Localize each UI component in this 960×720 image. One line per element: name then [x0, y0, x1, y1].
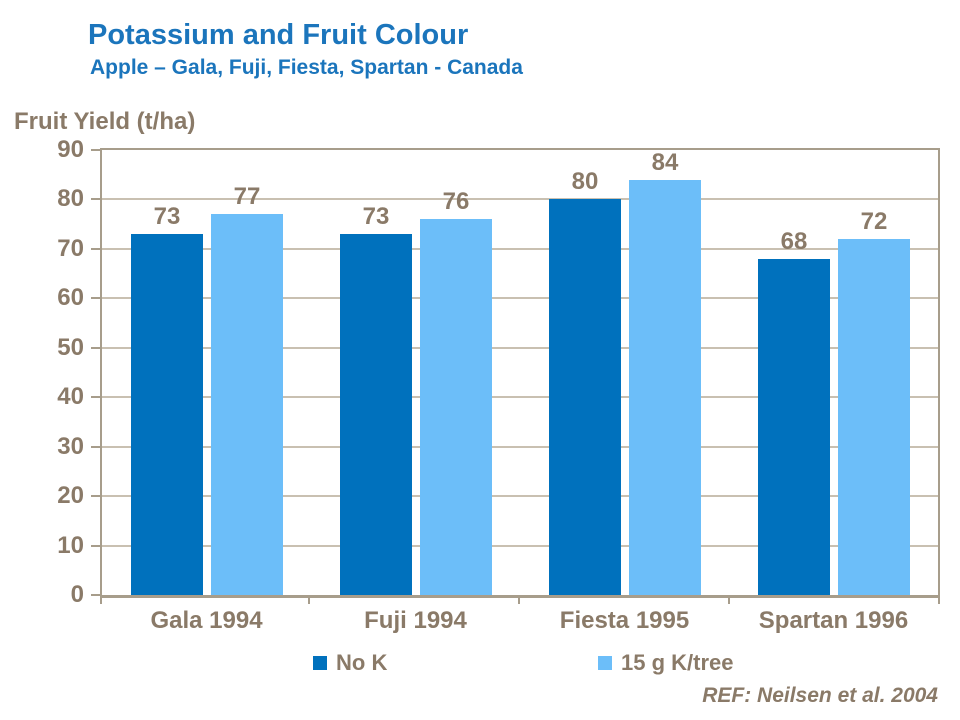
gridline: [102, 248, 938, 250]
bar-15-g-k-tree-fuji-1994: [420, 219, 492, 595]
y-tick-mark: [91, 446, 100, 448]
bar-value-label: 72: [860, 208, 888, 235]
y-axis-title: Fruit Yield (t/ha): [14, 108, 196, 135]
gridline: [102, 198, 938, 200]
y-tick-label: 70: [57, 235, 84, 262]
y-axis-tick-marks: [91, 149, 100, 596]
x-tick-mark: [100, 598, 102, 604]
y-tick-label: 80: [57, 185, 84, 212]
gridline: [102, 297, 938, 299]
bar-value-label: 68: [780, 228, 808, 255]
y-tick-label: 0: [70, 581, 84, 608]
y-tick-label: 90: [57, 136, 84, 163]
legend-item-no-k: No K: [313, 650, 387, 676]
category-label: Gala 1994: [150, 607, 263, 634]
bars-layer: 73 77 73 76 80 84 68 72: [102, 150, 938, 595]
y-tick-label: 30: [57, 433, 84, 460]
bar-15-g-k-tree-spartan-1996: [838, 239, 910, 595]
gridline: [102, 446, 938, 448]
bar-value-label: 73: [362, 203, 390, 230]
y-tick-mark: [91, 297, 100, 299]
y-tick-mark: [91, 347, 100, 349]
bar-value-label: 73: [153, 203, 181, 230]
y-tick-mark: [91, 198, 100, 200]
gridline: [102, 545, 938, 547]
bar-value-label: 76: [442, 188, 470, 215]
x-tick-mark: [518, 598, 520, 604]
legend-item-15g-k-tree: 15 g K/tree: [598, 650, 734, 676]
category-label: Fiesta 1995: [559, 607, 690, 634]
category-label: Fuji 1994: [364, 607, 467, 634]
bar-value-label: 84: [651, 149, 679, 176]
y-tick-mark: [91, 248, 100, 250]
bar-no-k-fuji-1994: [340, 234, 412, 595]
y-tick-label: 10: [57, 532, 84, 559]
category-label: Spartan 1996: [758, 607, 909, 634]
chart-subtitle: Apple – Gala, Fuji, Fiesta, Spartan - Ca…: [90, 56, 523, 79]
x-tick-mark: [308, 598, 310, 604]
legend-swatch-15g-k-tree-icon: [598, 656, 612, 670]
gridline: [102, 396, 938, 398]
bar-no-k-fiesta-1995: [549, 199, 621, 595]
x-tick-mark: [938, 598, 940, 604]
gridline: [102, 495, 938, 497]
y-tick-mark: [91, 594, 100, 596]
legend-label-15g-k-tree: 15 g K/tree: [621, 650, 734, 675]
legend-label-no-k: No K: [336, 650, 388, 675]
legend-swatch-no-k-icon: [313, 656, 327, 670]
x-axis-category-labels: Gala 1994 Fuji 1994 Fiesta 1995 Spartan 199…: [100, 607, 940, 635]
y-tick-mark: [91, 545, 100, 547]
gridline: [102, 347, 938, 349]
plot-area: 73 77 73 76 80 84 68 72: [100, 148, 940, 598]
bar-no-k-spartan-1996: [758, 259, 830, 595]
y-tick-mark: [91, 396, 100, 398]
reference-citation: REF: Neilsen et al. 2004: [702, 684, 938, 707]
x-tick-mark: [728, 598, 730, 604]
bar-value-label: 77: [233, 183, 261, 210]
bar-15-g-k-tree-gala-1994: [211, 214, 283, 595]
x-axis-tick-marks: [100, 598, 940, 605]
bar-no-k-gala-1994: [131, 234, 203, 595]
y-tick-label: 40: [57, 383, 84, 410]
y-axis-tick-labels: 0 10 20 30 40 50 60 70 80 90: [0, 138, 84, 607]
y-tick-label: 60: [57, 284, 84, 311]
y-tick-mark: [91, 149, 100, 151]
bar-15-g-k-tree-fiesta-1995: [629, 180, 701, 595]
y-tick-mark: [91, 495, 100, 497]
gridlines: [102, 150, 938, 595]
y-tick-label: 20: [57, 482, 84, 509]
chart-title: Potassium and Fruit Colour: [88, 19, 469, 51]
bar-value-label: 80: [571, 168, 599, 195]
y-tick-label: 50: [57, 334, 84, 361]
